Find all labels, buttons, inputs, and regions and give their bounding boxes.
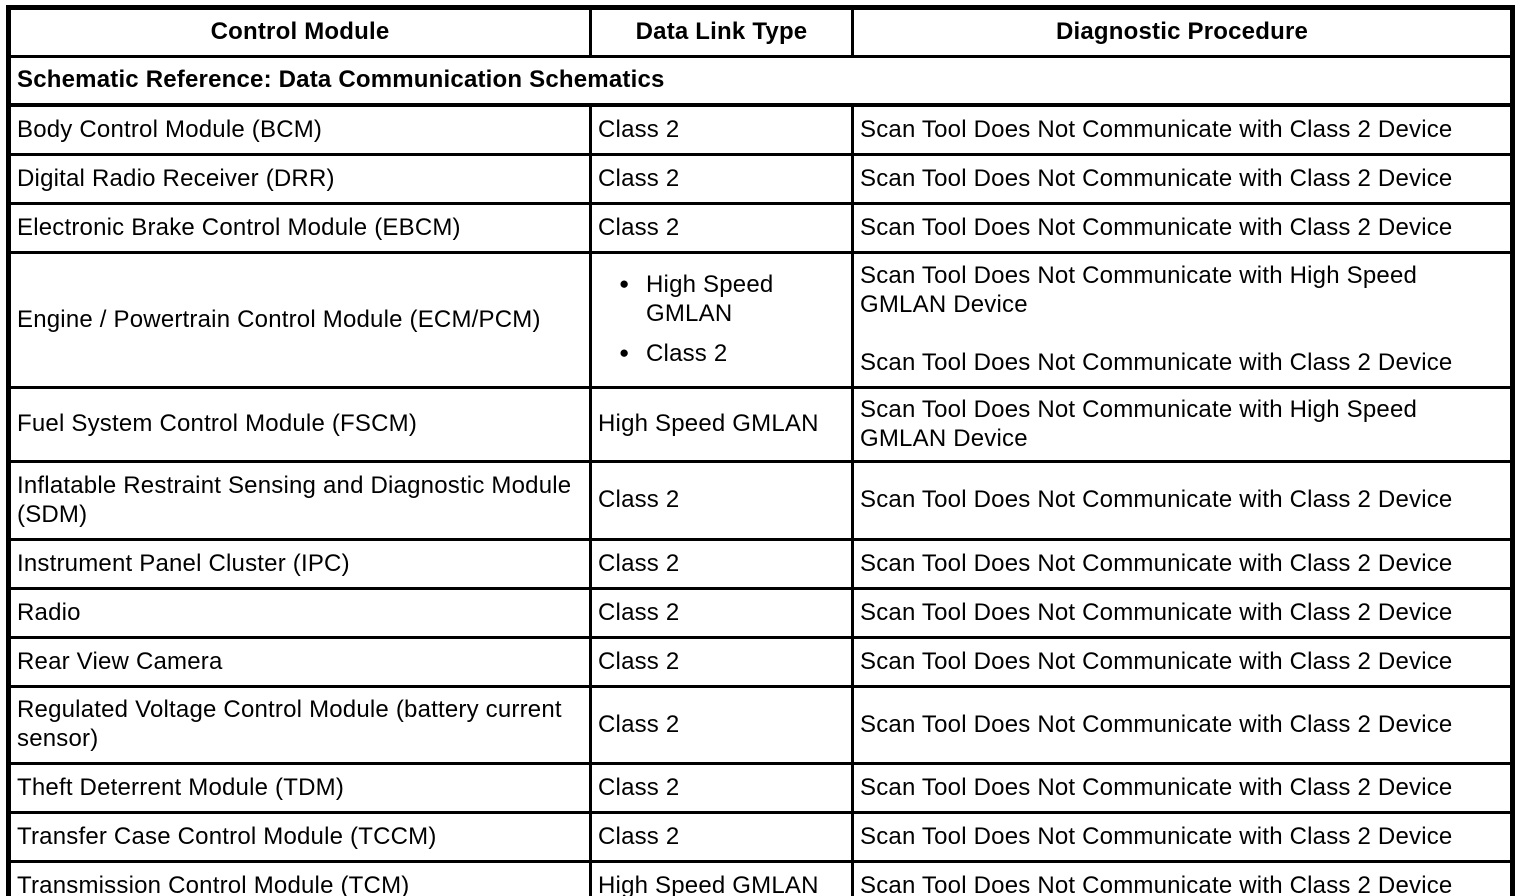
control-module-cell: Transfer Case Control Module (TCCM) xyxy=(7,811,592,863)
control-module-cell: Instrument Panel Cluster (IPC) xyxy=(7,538,592,590)
diagnostic-procedure-cell: Scan Tool Does Not Communicate with Clas… xyxy=(851,860,1514,896)
diagnostic-procedure-cell: Scan Tool Does Not Communicate with Clas… xyxy=(851,636,1514,688)
control-module-cell: Regulated Voltage Control Module (batter… xyxy=(7,685,592,765)
table-row: Electronic Brake Control Module (EBCM) C… xyxy=(7,202,1514,254)
diagnostic-procedure-cell: Scan Tool Does Not Communicate with Clas… xyxy=(851,538,1514,590)
list-item: ● High Speed GMLAN xyxy=(619,271,841,329)
diagnostic-procedure-cell: Scan Tool Does Not Communicate with High… xyxy=(851,251,1514,389)
data-link-cell: Class 2 xyxy=(589,762,854,814)
table-row: Engine / Powertrain Control Module (ECM/… xyxy=(7,251,1514,389)
diagnostic-procedure-cell: Scan Tool Does Not Communicate with Clas… xyxy=(851,202,1514,254)
data-link-cell: ● High Speed GMLAN ● Class 2 xyxy=(589,251,854,389)
data-link-cell: Class 2 xyxy=(589,153,854,205)
diagnostic-procedure-cell: Scan Tool Does Not Communicate with Clas… xyxy=(851,153,1514,205)
control-module-cell: Rear View Camera xyxy=(7,636,592,688)
diagnostic-procedure-cell: Scan Tool Does Not Communicate with High… xyxy=(851,386,1514,463)
data-link-cell: Class 2 xyxy=(589,202,854,254)
data-link-cell: High Speed GMLAN xyxy=(589,386,854,463)
control-module-cell: Theft Deterrent Module (TDM) xyxy=(7,762,592,814)
table-row: Theft Deterrent Module (TDM) Class 2 Sca… xyxy=(7,762,1514,814)
procedure-text: Scan Tool Does Not Communicate with Clas… xyxy=(860,348,1453,376)
control-module-cell: Electronic Brake Control Module (EBCM) xyxy=(7,202,592,254)
data-link-cell: Class 2 xyxy=(589,460,854,541)
data-link-cell: Class 2 xyxy=(589,587,854,639)
data-link-cell: Class 2 xyxy=(589,685,854,765)
control-module-cell: Digital Radio Receiver (DRR) xyxy=(7,153,592,205)
table-row: Digital Radio Receiver (DRR) Class 2 Sca… xyxy=(7,153,1514,205)
diagnostic-procedure-cell: Scan Tool Does Not Communicate with Clas… xyxy=(851,685,1514,765)
table-row: Radio Class 2 Scan Tool Does Not Communi… xyxy=(7,587,1514,639)
data-link-cell: Class 2 xyxy=(589,103,854,156)
table-row: Transmission Control Module (TCM) High S… xyxy=(7,860,1514,896)
column-header-data-link-type: Data Link Type xyxy=(589,6,854,58)
diagnostic-procedure-cell: Scan Tool Does Not Communicate with Clas… xyxy=(851,762,1514,814)
table-row: Instrument Panel Cluster (IPC) Class 2 S… xyxy=(7,538,1514,590)
table-row: Inflatable Restraint Sensing and Diagnos… xyxy=(7,460,1514,541)
table-header-row: Control Module Data Link Type Diagnostic… xyxy=(7,6,1514,58)
control-module-cell: Transmission Control Module (TCM) xyxy=(7,860,592,896)
control-module-cell: Radio xyxy=(7,587,592,639)
table-row: Rear View Camera Class 2 Scan Tool Does … xyxy=(7,636,1514,688)
data-link-cell: Class 2 xyxy=(589,811,854,863)
table-row: Fuel System Control Module (FSCM) High S… xyxy=(7,386,1514,463)
list-item: ● Class 2 xyxy=(619,339,841,369)
diagnostic-procedure-cell: Scan Tool Does Not Communicate with Clas… xyxy=(851,811,1514,863)
control-module-cell: Inflatable Restraint Sensing and Diagnos… xyxy=(7,460,592,541)
bullet-icon: ● xyxy=(619,274,630,294)
diagnostic-procedure-table: Control Module Data Link Type Diagnostic… xyxy=(6,5,1515,896)
table-row: Transfer Case Control Module (TCCM) Clas… xyxy=(7,811,1514,863)
schematic-reference-label: Schematic Reference: Data Communication … xyxy=(7,55,1514,107)
list-item-label: Class 2 xyxy=(646,339,728,367)
diagnostic-procedure-cell: Scan Tool Does Not Communicate with Clas… xyxy=(851,103,1514,156)
bullet-icon: ● xyxy=(619,342,630,362)
data-link-cell: Class 2 xyxy=(589,538,854,590)
diagnostic-procedure-cell: Scan Tool Does Not Communicate with Clas… xyxy=(851,587,1514,639)
data-link-cell: High Speed GMLAN xyxy=(589,860,854,896)
list-item-label: High Speed GMLAN xyxy=(646,271,774,328)
table-row: Body Control Module (BCM) Class 2 Scan T… xyxy=(7,103,1514,156)
procedure-text: Scan Tool Does Not Communicate with High… xyxy=(860,262,1418,319)
table-row: Regulated Voltage Control Module (batter… xyxy=(7,685,1514,765)
data-link-list: ● High Speed GMLAN ● Class 2 xyxy=(598,271,841,368)
control-module-cell: Body Control Module (BCM) xyxy=(7,103,592,156)
control-module-cell: Fuel System Control Module (FSCM) xyxy=(7,386,592,463)
column-header-control-module: Control Module xyxy=(7,6,592,58)
column-header-diagnostic-procedure: Diagnostic Procedure xyxy=(851,6,1514,58)
diagnostic-procedure-cell: Scan Tool Does Not Communicate with Clas… xyxy=(851,460,1514,541)
control-module-cell: Engine / Powertrain Control Module (ECM/… xyxy=(7,251,592,389)
data-link-cell: Class 2 xyxy=(589,636,854,688)
schematic-reference-row: Schematic Reference: Data Communication … xyxy=(7,55,1514,107)
